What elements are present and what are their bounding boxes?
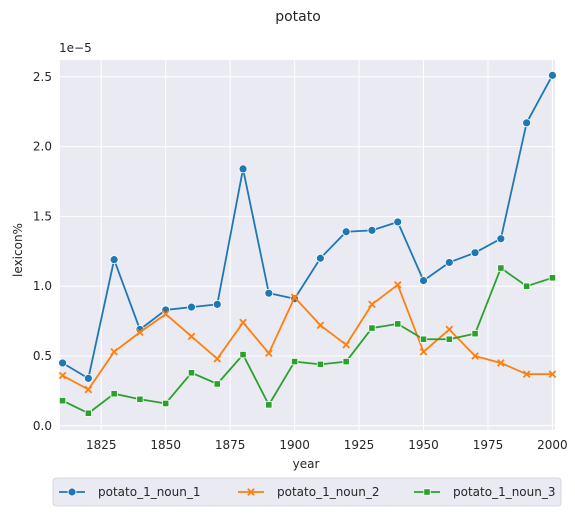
data-point [497, 264, 505, 272]
data-point [471, 352, 479, 360]
data-point [84, 409, 92, 417]
legend-marker [423, 488, 431, 496]
data-point [471, 330, 479, 338]
data-point [162, 399, 170, 408]
tick-labels: 1825 1850 1875 1900 1925 1950 1975 2000 0.0 0.5 1.… [33, 70, 568, 452]
data-point [522, 370, 531, 378]
data-point [109, 255, 119, 265]
data-point [187, 369, 196, 377]
data-point [187, 332, 196, 341]
y-tick-label: 0.0 [33, 419, 52, 433]
data-point [522, 118, 532, 128]
gridlines [60, 60, 555, 430]
data-point [264, 349, 273, 358]
plot-area [60, 60, 555, 430]
legend-label: potato_1_noun_2 [277, 485, 380, 499]
legend-item: potato_1_noun_1 [59, 485, 201, 499]
data-point [213, 354, 222, 363]
data-point [548, 274, 557, 282]
data-point [470, 248, 480, 258]
legend-item: potato_1_noun_3 [414, 485, 556, 499]
y-tick-label: 1.0 [33, 279, 52, 293]
y-axis-label: lexicon% [11, 223, 25, 277]
data-point [316, 321, 325, 330]
legend-marker [247, 488, 255, 496]
series-line [62, 267, 553, 415]
x-tick-label: 1925 [344, 438, 375, 452]
data-point [161, 305, 171, 315]
data-point [265, 401, 273, 409]
data-point [368, 300, 376, 309]
legend-label: potato_1_noun_3 [453, 485, 556, 499]
data-point [187, 302, 196, 312]
data-point [264, 288, 274, 298]
x-tick-label: 1975 [473, 438, 504, 452]
data-point [136, 328, 144, 337]
x-tick-label: 1900 [279, 438, 310, 452]
data-point [393, 217, 403, 227]
data-point [84, 385, 93, 394]
data-point [497, 359, 505, 367]
data-point [419, 347, 428, 356]
data-point [419, 276, 428, 286]
legend: potato_1_noun_1 potato_1_noun_2 potato_1_n… [52, 477, 562, 507]
y-tick-label: 0.5 [33, 349, 52, 363]
legend-label: potato_1_noun_1 [98, 485, 201, 499]
data-point [419, 335, 428, 343]
data-point [445, 325, 454, 334]
series-layer [58, 70, 557, 417]
data-point [341, 227, 351, 237]
x-tick-label: 2000 [537, 438, 568, 452]
data-point [316, 360, 324, 368]
data-point [239, 351, 247, 359]
legend-marker [67, 487, 77, 497]
legend-box [52, 477, 562, 507]
data-point [58, 358, 67, 368]
data-point [393, 280, 402, 289]
data-point [368, 324, 376, 332]
y-tick-label: 2.0 [33, 140, 52, 154]
x-tick-label: 1875 [215, 438, 246, 452]
data-point [58, 397, 67, 405]
data-point [496, 234, 506, 244]
data-point [110, 390, 118, 398]
data-point [342, 357, 350, 366]
data-point [291, 357, 299, 366]
x-tick-label: 1950 [408, 438, 439, 452]
data-point [161, 310, 170, 318]
y-axis-offset-label: 1e−5 [59, 41, 92, 55]
y-tick-label: 2.5 [33, 70, 52, 84]
x-tick-label: 1850 [150, 438, 181, 452]
data-point [212, 299, 222, 309]
series-potato_1_noun_2 [58, 280, 557, 394]
data-point [290, 293, 299, 302]
data-point [136, 395, 144, 403]
data-point [83, 373, 93, 383]
y-tick-label: 1.5 [33, 209, 52, 223]
data-point [110, 347, 118, 356]
chart-title: potato [275, 9, 321, 25]
series-line [62, 74, 554, 380]
data-point [548, 70, 557, 80]
legend-item: potato_1_noun_2 [238, 485, 380, 499]
data-point [213, 380, 221, 388]
data-point [239, 318, 247, 327]
data-point [342, 340, 351, 349]
x-axis-label: year [293, 457, 320, 471]
series-potato_1_noun_3 [58, 264, 557, 417]
data-point [315, 253, 325, 263]
data-point [58, 371, 67, 380]
data-point [548, 370, 557, 378]
data-point [445, 335, 453, 343]
x-tick-label: 1825 [86, 438, 117, 452]
data-point [394, 320, 402, 328]
data-point [444, 258, 454, 267]
data-point [367, 225, 377, 235]
data-point [238, 164, 248, 174]
data-point [523, 282, 531, 290]
series-potato_1_noun_1 [58, 70, 557, 383]
series-line [62, 283, 553, 391]
